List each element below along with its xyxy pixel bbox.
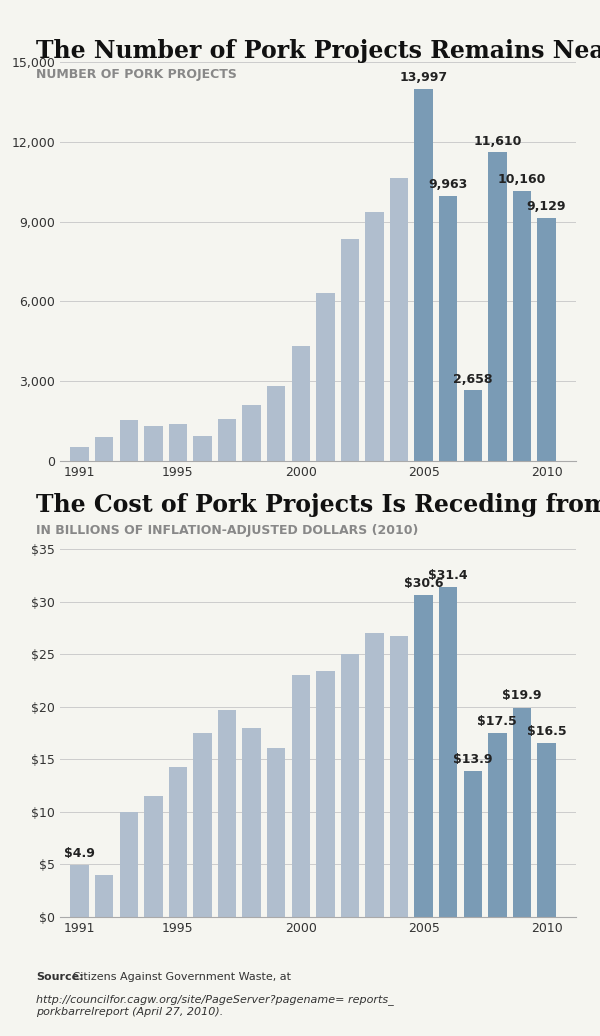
Bar bbox=[292, 675, 310, 917]
Bar bbox=[218, 419, 236, 461]
Text: NUMBER OF PORK PROJECTS: NUMBER OF PORK PROJECTS bbox=[36, 68, 237, 82]
Text: 9,129: 9,129 bbox=[527, 201, 566, 213]
Bar bbox=[488, 152, 506, 461]
Bar bbox=[193, 435, 212, 461]
Bar bbox=[390, 636, 408, 917]
Text: IN BILLIONS OF INFLATION-ADJUSTED DOLLARS (2010): IN BILLIONS OF INFLATION-ADJUSTED DOLLAR… bbox=[36, 524, 418, 538]
Bar bbox=[292, 346, 310, 461]
Text: 13,997: 13,997 bbox=[400, 71, 448, 84]
Bar bbox=[341, 654, 359, 917]
Bar bbox=[365, 212, 384, 461]
Text: 11,610: 11,610 bbox=[473, 135, 521, 147]
Bar bbox=[119, 812, 138, 917]
Bar bbox=[70, 865, 89, 917]
Text: 10,160: 10,160 bbox=[498, 173, 546, 186]
Text: $16.5: $16.5 bbox=[527, 725, 566, 739]
Bar bbox=[365, 633, 384, 917]
Bar bbox=[537, 219, 556, 461]
Bar bbox=[70, 447, 89, 461]
Text: 9,963: 9,963 bbox=[428, 178, 468, 192]
Text: The Cost of Pork Projects Is Receding from Recent Record Highs: The Cost of Pork Projects Is Receding fr… bbox=[36, 493, 600, 517]
Bar bbox=[144, 426, 163, 461]
Bar bbox=[119, 420, 138, 461]
Text: $17.5: $17.5 bbox=[478, 715, 517, 727]
Bar bbox=[218, 710, 236, 917]
Bar bbox=[193, 733, 212, 917]
Text: $13.9: $13.9 bbox=[453, 752, 493, 766]
Bar bbox=[267, 748, 286, 917]
Text: $30.6: $30.6 bbox=[404, 577, 443, 591]
Bar bbox=[415, 89, 433, 461]
Text: 2,658: 2,658 bbox=[453, 373, 493, 385]
Text: $31.4: $31.4 bbox=[428, 569, 468, 581]
Bar bbox=[169, 424, 187, 461]
Bar bbox=[488, 733, 506, 917]
Bar bbox=[316, 292, 335, 461]
Bar bbox=[95, 874, 113, 917]
Bar bbox=[341, 239, 359, 461]
Text: http://councilfor.cagw.org/site/PageServer?pagename= reports_
porkbarrelreport (: http://councilfor.cagw.org/site/PageServ… bbox=[36, 995, 394, 1017]
Bar bbox=[513, 191, 531, 461]
Bar bbox=[242, 727, 261, 917]
Bar bbox=[439, 196, 457, 461]
Bar bbox=[267, 385, 286, 461]
Bar bbox=[415, 596, 433, 917]
Bar bbox=[513, 708, 531, 917]
Text: The Number of Pork Projects Remains Near 10,000: The Number of Pork Projects Remains Near… bbox=[36, 39, 600, 63]
Bar bbox=[95, 437, 113, 461]
Bar bbox=[242, 405, 261, 461]
Bar bbox=[464, 391, 482, 461]
Bar bbox=[464, 771, 482, 917]
Text: Citizens Against Government Waste, at: Citizens Against Government Waste, at bbox=[69, 972, 295, 982]
Text: Source:: Source: bbox=[36, 972, 83, 982]
Text: $4.9: $4.9 bbox=[64, 847, 95, 860]
Bar bbox=[316, 671, 335, 917]
Bar bbox=[169, 767, 187, 917]
Text: $19.9: $19.9 bbox=[502, 690, 542, 702]
Bar bbox=[144, 796, 163, 917]
Bar bbox=[390, 177, 408, 461]
Bar bbox=[537, 744, 556, 917]
Bar bbox=[439, 587, 457, 917]
